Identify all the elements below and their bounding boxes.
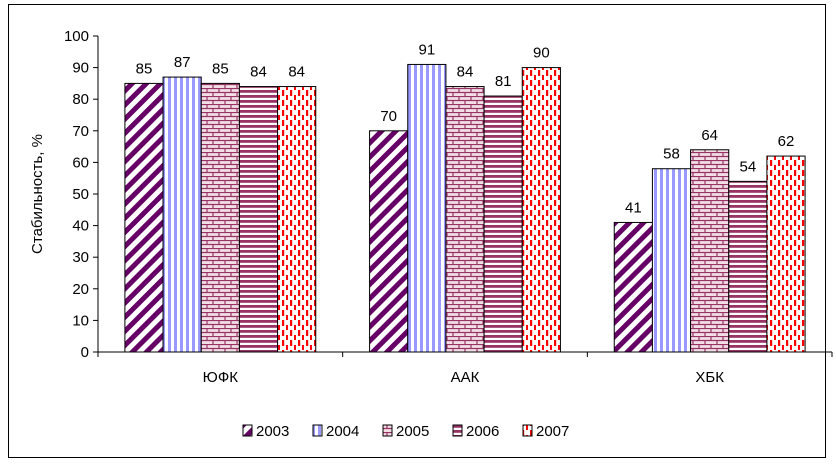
data-label: 54 [739, 158, 756, 175]
bar-2005-ЮФК [200, 82, 240, 353]
y-tick-label: 0 [81, 344, 89, 361]
y-tick-label: 10 [72, 312, 89, 329]
data-label: 58 [663, 146, 680, 163]
data-label: 41 [625, 199, 642, 216]
bar-2006-ААК [483, 95, 523, 353]
y-axis-ticks: 0 10 20 30 40 50 60 70 80 90 100 [64, 28, 98, 361]
legend-label: 2003 [256, 423, 289, 440]
legend-label: 2006 [466, 423, 499, 440]
legend-swatch-2007 [522, 424, 533, 437]
data-label: 62 [778, 133, 795, 150]
x-axis-labels: ЮФК ААК ХБК [97, 352, 833, 386]
data-label: 85 [136, 60, 153, 77]
x-tick-label: ЮФК [203, 369, 239, 386]
legend-label: 2007 [536, 423, 569, 440]
legend-label: 2004 [326, 423, 359, 440]
data-label: 84 [250, 64, 267, 81]
bar-2004-ЮФК [162, 76, 202, 353]
bar-2007-ХБК [766, 155, 806, 353]
y-tick-label: 90 [72, 60, 89, 77]
y-tick-label: 80 [72, 91, 89, 108]
data-label: 85 [212, 60, 229, 77]
y-tick-label: 40 [72, 218, 89, 235]
bar-2004-ХБК [651, 168, 692, 353]
legend-swatch-2006 [452, 424, 463, 437]
bar-2007-ЮФК [277, 86, 317, 353]
bar-2003-ЮФК [124, 82, 164, 353]
bar-2005-ХБК [690, 149, 730, 353]
bar-2007-ААК [521, 67, 561, 353]
bar-2006-ЮФК [238, 86, 279, 353]
y-tick-label: 30 [72, 249, 89, 266]
legend-swatch-2005 [382, 424, 393, 437]
x-tick-label: ААК [451, 369, 480, 386]
bars-group [124, 63, 806, 353]
data-label: 64 [701, 127, 718, 144]
y-tick-label: 70 [72, 123, 89, 140]
bar-2003-ААК [369, 130, 409, 353]
data-label: 91 [418, 41, 435, 58]
legend-swatch-2003 [242, 424, 253, 437]
y-tick-label: 50 [72, 186, 89, 203]
data-label: 70 [380, 108, 397, 125]
data-label: 90 [533, 45, 550, 62]
y-axis-title: Стабильность, % [29, 134, 46, 254]
x-tick-label: ХБК [695, 369, 724, 386]
y-tick-label: 100 [64, 28, 89, 45]
bar-2006-ХБК [728, 180, 768, 353]
y-tick-label: 20 [72, 281, 89, 298]
legend-swatch-2004 [312, 424, 323, 437]
data-labels-group: 85 70 41 87 91 58 85 84 64 84 81 54 84 90 62 [136, 41, 795, 216]
legend-label: 2005 [396, 423, 429, 440]
bar-2003-ХБК [613, 221, 653, 353]
legend: 2003 2004 2005 2006 2007 [242, 423, 569, 440]
data-label: 81 [495, 73, 512, 90]
bar-2005-ААК [445, 86, 485, 353]
data-label: 84 [288, 64, 305, 81]
data-label: 87 [174, 54, 191, 71]
bar-2004-ААК [407, 63, 447, 353]
y-tick-label: 60 [72, 154, 89, 171]
data-label: 84 [457, 64, 474, 81]
